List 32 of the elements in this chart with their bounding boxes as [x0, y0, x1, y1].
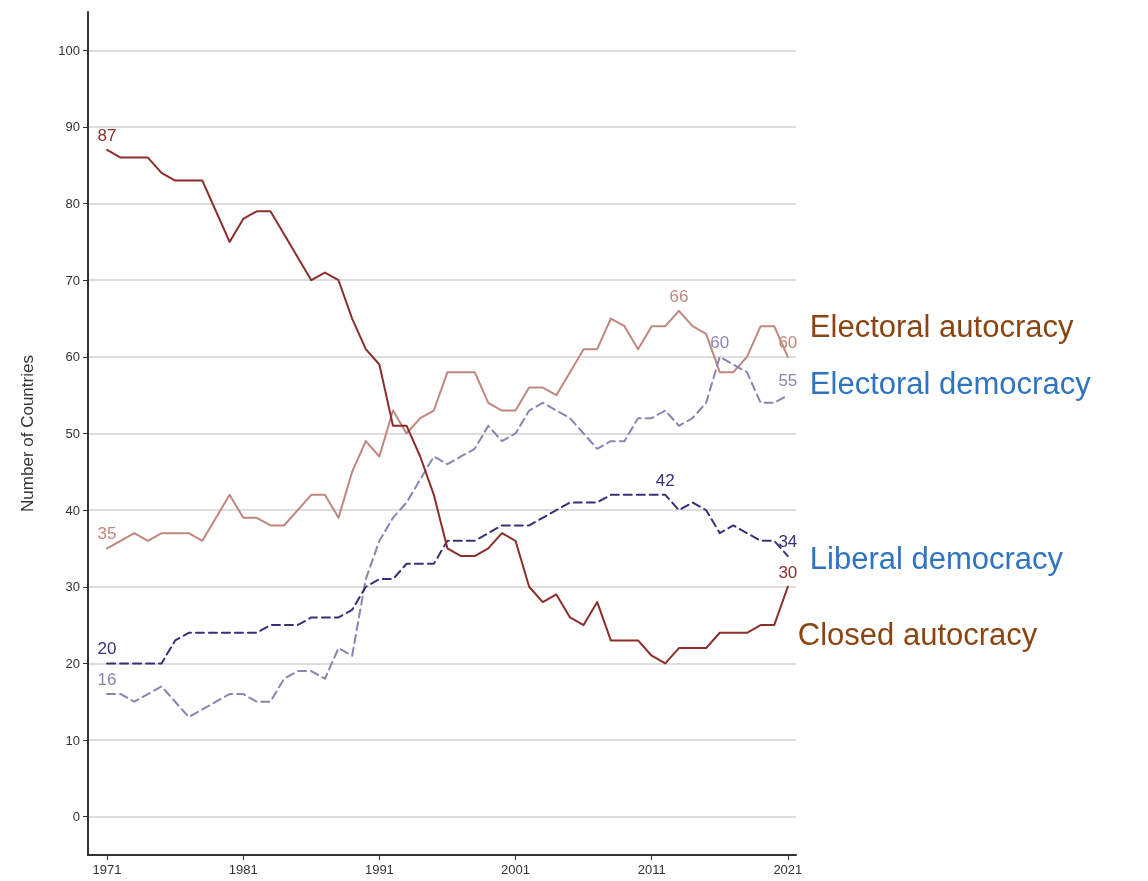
- data-label: 66: [669, 286, 689, 306]
- x-tick-label: 2001: [501, 862, 530, 877]
- y-tick-label: 60: [65, 349, 80, 365]
- y-tick-label: 0: [72, 809, 80, 825]
- data-label: 42: [655, 470, 675, 490]
- series-label: Electoral democracy: [809, 365, 1092, 401]
- data-label: 30: [778, 562, 798, 582]
- y-tick-label: 10: [65, 732, 80, 748]
- series-label: Closed autocracy: [797, 617, 1038, 653]
- y-tick-label: 100: [58, 42, 80, 58]
- data-label: 35: [97, 524, 117, 544]
- y-tick-label: 20: [65, 655, 80, 671]
- series-label: Liberal democracy: [809, 540, 1064, 576]
- y-tick-label: 90: [65, 119, 80, 135]
- y-tick-label: 40: [65, 502, 80, 518]
- x-tick-label: 1991: [364, 862, 394, 877]
- x-tick-label: 1971: [92, 862, 122, 877]
- data-label: 55: [778, 371, 798, 391]
- data-label: 87: [97, 125, 117, 145]
- y-tick-label: 80: [65, 196, 80, 212]
- data-label: 34: [778, 532, 798, 552]
- data-label: 16: [97, 670, 117, 690]
- series-label: Electoral autocracy: [809, 309, 1074, 345]
- y-tick-label: 30: [65, 579, 80, 595]
- y-axis-title: Number of Countries: [18, 355, 37, 512]
- x-tick-label: 2011: [637, 862, 666, 877]
- data-label: 20: [97, 639, 117, 659]
- data-label: 60: [710, 332, 730, 352]
- x-tick-label: 1981: [228, 862, 258, 877]
- y-tick-label: 70: [65, 272, 80, 288]
- x-tick-label: 2021: [773, 862, 803, 877]
- y-tick-label: 50: [65, 426, 80, 441]
